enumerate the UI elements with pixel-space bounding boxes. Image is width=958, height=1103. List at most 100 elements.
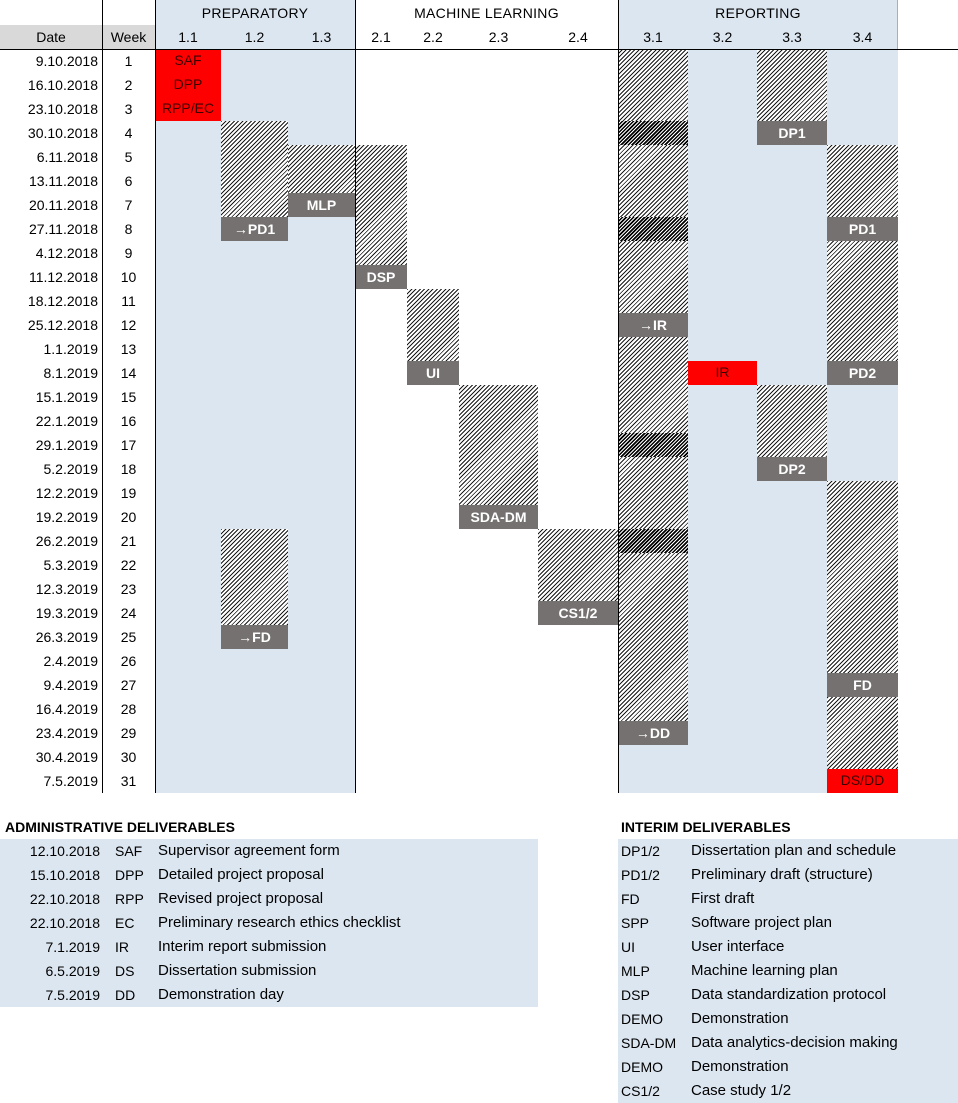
admin-item-code: SAF	[115, 843, 143, 859]
milestone-gray: FD	[827, 673, 898, 697]
task-column-header: 3.1	[643, 29, 663, 45]
row-date: 27.11.2018	[28, 221, 98, 237]
interim-item-code: CS1/2	[621, 1083, 660, 1099]
interim-item-code: SDA-DM	[621, 1035, 677, 1051]
week-column-header: Week	[110, 29, 147, 45]
row-week: 10	[120, 269, 137, 285]
hatched-task-block	[827, 481, 898, 793]
row-date: 7.5.2019	[43, 773, 99, 789]
admin-item-date: 6.5.2019	[45, 963, 101, 979]
row-week: 17	[120, 437, 137, 453]
interim-item-description: Case study 1/2	[691, 1082, 792, 1099]
row-date: 12.3.2019	[35, 581, 98, 597]
row-week: 26	[120, 653, 137, 669]
row-week: 1	[124, 53, 133, 69]
milestone-gray: PD1	[827, 217, 898, 241]
interim-item-description: Demonstration	[691, 1058, 789, 1075]
dense-hatched-block	[618, 217, 688, 241]
admin-item-description: Interim report submission	[158, 938, 327, 955]
grid-line	[355, 0, 356, 793]
group-title: REPORTING	[715, 5, 801, 21]
milestone-gray: DP2	[757, 457, 827, 481]
interim-item-description: First draft	[691, 890, 755, 907]
milestone-gray: →FD	[221, 625, 288, 649]
row-week: 9	[124, 245, 133, 261]
milestone-gray: PD2	[827, 361, 898, 385]
row-date: 22.1.2019	[35, 413, 98, 429]
task-column-header: 3.3	[782, 29, 802, 45]
row-week: 14	[120, 365, 137, 381]
row-date: 23.4.2019	[35, 725, 98, 741]
milestone-gray: DSP	[355, 265, 407, 289]
row-week: 19	[120, 485, 137, 501]
admin-item-description: Dissertation submission	[158, 962, 317, 979]
interim-deliverables-background	[618, 839, 958, 1103]
group-title: MACHINE LEARNING	[414, 5, 559, 21]
task-column-header: 2.3	[488, 29, 509, 45]
row-week: 11	[121, 293, 136, 309]
admin-item-code: IR	[115, 939, 129, 955]
task-column-header: 3.2	[712, 29, 733, 45]
row-week: 20	[120, 509, 137, 525]
row-date: 23.10.2018	[27, 101, 98, 117]
admin-item-date: 7.1.2019	[45, 939, 101, 955]
row-week: 28	[120, 701, 137, 717]
admin-item-code: DD	[115, 987, 136, 1003]
admin-item-date: 7.5.2019	[45, 987, 101, 1003]
milestone-red: RPP/EC	[155, 97, 221, 121]
interim-item-description: Demonstration	[691, 1010, 789, 1027]
admin-item-code: EC	[115, 915, 135, 931]
row-date: 8.1.2019	[43, 365, 99, 381]
task-column-header: 1.3	[311, 29, 332, 45]
row-week: 29	[120, 725, 137, 741]
task-column-header: 2.1	[371, 29, 391, 45]
admin-item-code: DS	[115, 963, 135, 979]
admin-item-date: 22.10.2018	[29, 915, 100, 931]
task-column-header: 1.1	[178, 29, 198, 45]
interim-deliverables-title: INTERIM DELIVERABLES	[621, 819, 791, 835]
admin-item-description: Demonstration day	[158, 986, 284, 1003]
row-week: 18	[120, 461, 137, 477]
admin-item-code: RPP	[115, 891, 144, 907]
interim-item-code: DSP	[621, 987, 650, 1003]
row-date: 5.2.2019	[43, 461, 99, 477]
row-date: 11.12.2018	[28, 269, 98, 285]
interim-item-description: Machine learning plan	[691, 962, 838, 979]
dense-hatched-block	[618, 121, 688, 145]
row-week: 24	[120, 605, 137, 621]
row-week: 6	[124, 173, 133, 189]
row-week: 23	[120, 581, 137, 597]
row-date: 12.2.2019	[35, 485, 98, 501]
grid-line	[897, 0, 898, 49]
row-date: 2.4.2019	[43, 653, 99, 669]
row-week: 16	[120, 413, 137, 429]
milestone-gray: CS1/2	[538, 601, 618, 625]
hatched-task-block	[827, 145, 898, 385]
hatched-task-block	[618, 49, 688, 745]
dense-hatched-block	[618, 433, 688, 457]
row-date: 25.12.2018	[27, 317, 98, 333]
admin-item-code: DPP	[115, 867, 144, 883]
row-week: 31	[120, 773, 137, 789]
row-date: 4.12.2018	[35, 245, 98, 261]
interim-item-description: Data standardization protocol	[691, 986, 887, 1003]
milestone-gray: SDA-DM	[459, 505, 538, 529]
row-date: 16.4.2019	[35, 701, 98, 717]
row-week: 12	[120, 317, 137, 333]
task-column-header: 3.4	[852, 29, 873, 45]
task-column-header: 2.2	[423, 29, 443, 45]
admin-item-date: 22.10.2018	[29, 891, 100, 907]
row-week: 4	[124, 125, 133, 141]
task-column-header: 2.4	[568, 29, 588, 45]
row-date: 15.1.2019	[35, 389, 98, 405]
admin-deliverables-title: ADMINISTRATIVE DELIVERABLES	[5, 819, 235, 835]
row-date: 26.2.2019	[35, 533, 98, 549]
interim-item-description: Data analytics-decision making	[691, 1034, 898, 1051]
interim-item-description: Dissertation plan and schedule	[691, 842, 897, 859]
interim-item-code: MLP	[621, 963, 650, 979]
grid-line	[102, 0, 103, 793]
row-week: 5	[124, 149, 133, 165]
task-column-header: 1.2	[244, 29, 265, 45]
milestone-red: DPP	[155, 73, 221, 97]
row-date: 1.1.2019	[43, 341, 99, 357]
